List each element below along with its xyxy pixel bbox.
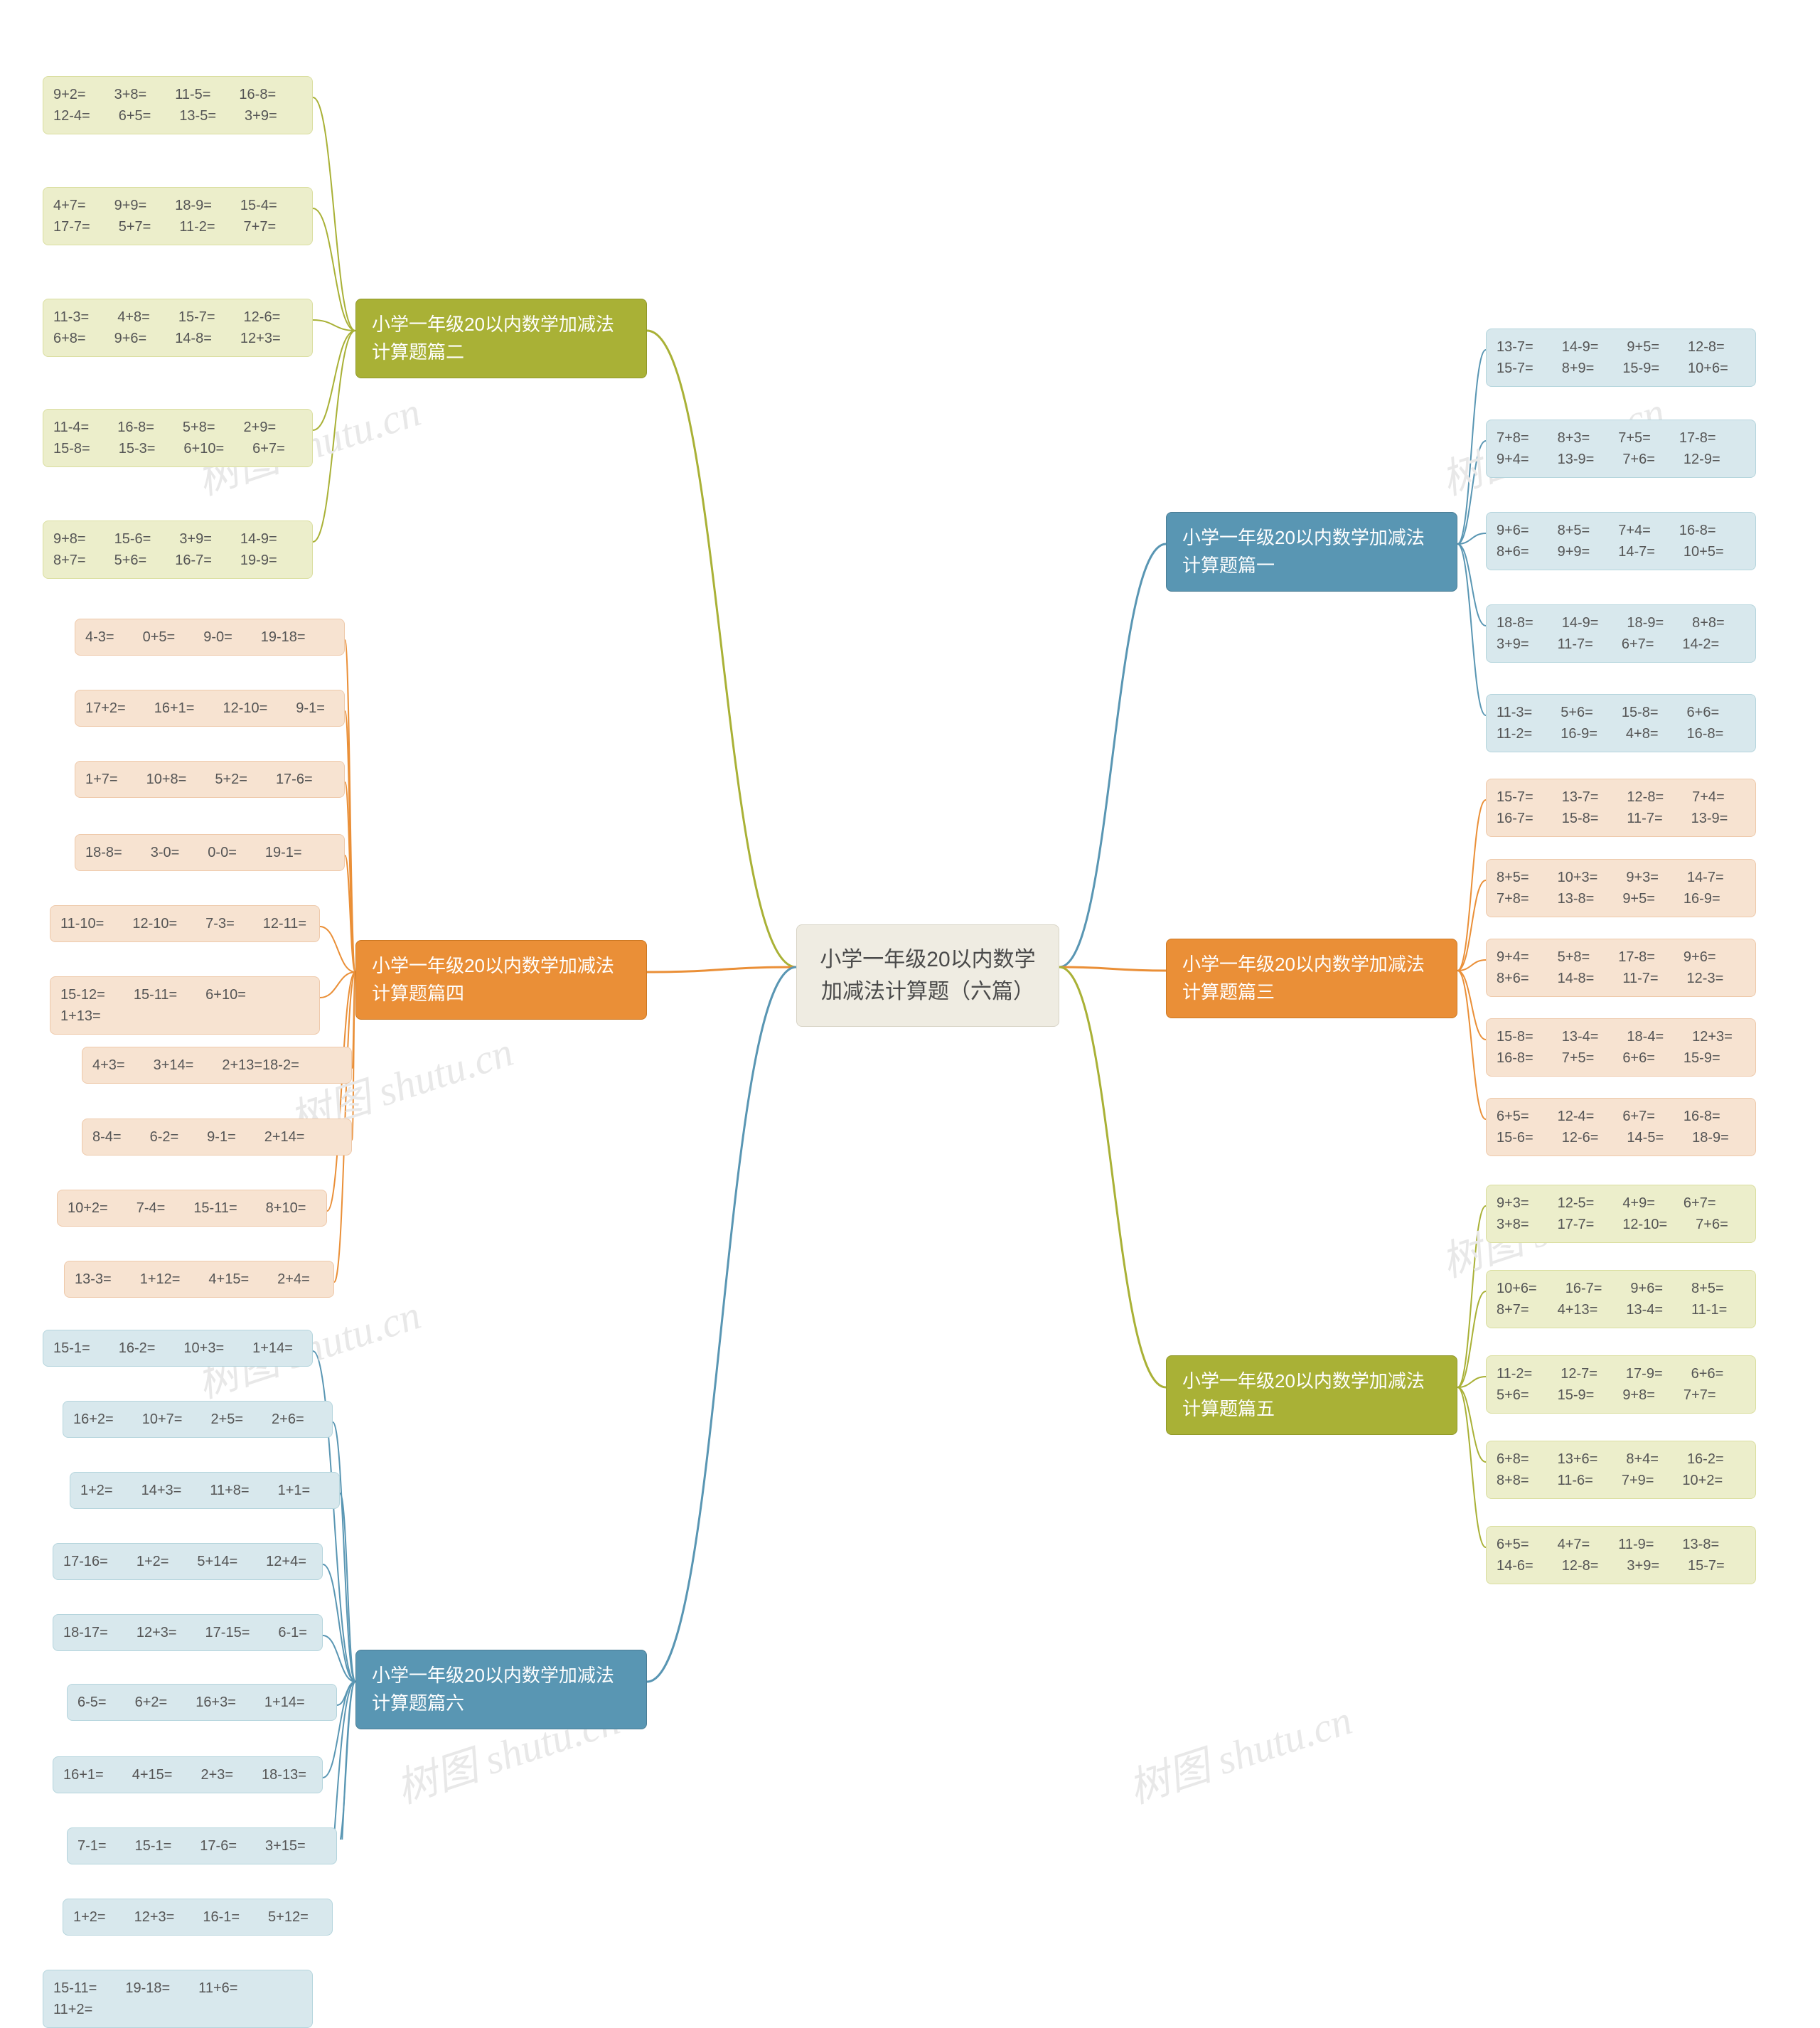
leaf-b3-2[interactable]: 9+4= 5+8= 17-8= 9+6= 8+6= 14-8= 11-7= 12… — [1486, 939, 1756, 997]
leaf-b2-1[interactable]: 4+7= 9+9= 18-9= 15-4= 17-7= 5+7= 11-2= 7… — [43, 187, 313, 245]
leaf-b2-2[interactable]: 11-3= 4+8= 15-7= 12-6= 6+8= 9+6= 14-8= 1… — [43, 299, 313, 357]
leaf-b5-4[interactable]: 6+5= 4+7= 11-9= 13-8= 14-6= 12-8= 3+9= 1… — [1486, 1526, 1756, 1584]
leaf-b6-8[interactable]: 1+2= 12+3= 16-1= 5+12= — [63, 1899, 333, 1936]
leaf-b4-3[interactable]: 18-8= 3-0= 0-0= 19-1= — [75, 834, 345, 871]
leaf-b2-4[interactable]: 9+8= 15-6= 3+9= 14-9= 8+7= 5+6= 16-7= 19… — [43, 521, 313, 579]
leaf-b1-2[interactable]: 9+6= 8+5= 7+4= 16-8= 8+6= 9+9= 14-7= 10+… — [1486, 512, 1756, 570]
branch-b6[interactable]: 小学一年级20以内数学加减法计算题篇六 — [355, 1650, 647, 1729]
leaf-b4-7[interactable]: 8-4= 6-2= 9-1= 2+14= — [82, 1119, 352, 1156]
leaf-b6-6[interactable]: 16+1= 4+15= 2+3= 18-13= — [53, 1756, 323, 1793]
leaf-b4-0[interactable]: 4-3= 0+5= 9-0= 19-18= — [75, 619, 345, 656]
leaf-b6-0[interactable]: 15-1= 16-2= 10+3= 1+14= — [43, 1330, 313, 1367]
leaf-b5-1[interactable]: 10+6= 16-7= 9+6= 8+5= 8+7= 4+13= 13-4= 1… — [1486, 1270, 1756, 1328]
leaf-b6-5[interactable]: 6-5= 6+2= 16+3= 1+14= — [67, 1684, 337, 1721]
leaf-b6-1[interactable]: 16+2= 10+7= 2+5= 2+6= — [63, 1401, 333, 1438]
leaf-b3-3[interactable]: 15-8= 13-4= 18-4= 12+3= 16-8= 7+5= 6+6= … — [1486, 1018, 1756, 1077]
leaf-b3-4[interactable]: 6+5= 12-4= 6+7= 16-8= 15-6= 12-6= 14-5= … — [1486, 1098, 1756, 1156]
leaf-b4-6[interactable]: 4+3= 3+14= 2+13=18-2= — [82, 1047, 352, 1084]
leaf-b3-1[interactable]: 8+5= 10+3= 9+3= 14-7= 7+8= 13-8= 9+5= 16… — [1486, 859, 1756, 917]
branch-b4[interactable]: 小学一年级20以内数学加减法计算题篇四 — [355, 940, 647, 1020]
leaf-b1-1[interactable]: 7+8= 8+3= 7+5= 17-8= 9+4= 13-9= 7+6= 12-… — [1486, 420, 1756, 478]
leaf-b5-2[interactable]: 11-2= 12-7= 17-9= 6+6= 5+6= 15-9= 9+8= 7… — [1486, 1355, 1756, 1414]
leaf-b1-3[interactable]: 18-8= 14-9= 18-9= 8+8= 3+9= 11-7= 6+7= 1… — [1486, 604, 1756, 663]
leaf-b6-3[interactable]: 17-16= 1+2= 5+14= 12+4= — [53, 1543, 323, 1580]
branch-b5[interactable]: 小学一年级20以内数学加减法计算题篇五 — [1166, 1355, 1457, 1435]
leaf-b1-4[interactable]: 11-3= 5+6= 15-8= 6+6= 11-2= 16-9= 4+8= 1… — [1486, 694, 1756, 752]
leaf-b6-7[interactable]: 7-1= 15-1= 17-6= 3+15= — [67, 1827, 337, 1864]
branch-b3[interactable]: 小学一年级20以内数学加减法计算题篇三 — [1166, 939, 1457, 1018]
leaf-b5-3[interactable]: 6+8= 13+6= 8+4= 16-2= 8+8= 11-6= 7+9= 10… — [1486, 1441, 1756, 1499]
leaf-b4-1[interactable]: 17+2= 16+1= 12-10= 9-1= — [75, 690, 345, 727]
leaf-b4-4[interactable]: 11-10= 12-10= 7-3= 12-11= — [50, 905, 320, 942]
leaf-b6-4[interactable]: 18-17= 12+3= 17-15= 6-1= — [53, 1614, 323, 1651]
leaf-b6-2[interactable]: 1+2= 14+3= 11+8= 1+1= — [70, 1472, 340, 1509]
leaf-b5-0[interactable]: 9+3= 12-5= 4+9= 6+7= 3+8= 17-7= 12-10= 7… — [1486, 1185, 1756, 1243]
leaf-b4-5[interactable]: 15-12= 15-11= 6+10= 1+13= — [50, 976, 320, 1035]
leaf-b4-9[interactable]: 13-3= 1+12= 4+15= 2+4= — [64, 1261, 334, 1298]
leaf-b3-0[interactable]: 15-7= 13-7= 12-8= 7+4= 16-7= 15-8= 11-7=… — [1486, 779, 1756, 837]
leaf-b2-3[interactable]: 11-4= 16-8= 5+8= 2+9= 15-8= 15-3= 6+10= … — [43, 409, 313, 467]
leaf-b1-0[interactable]: 13-7= 14-9= 9+5= 12-8= 15-7= 8+9= 15-9= … — [1486, 329, 1756, 387]
leaf-b4-2[interactable]: 1+7= 10+8= 5+2= 17-6= — [75, 761, 345, 798]
root-node[interactable]: 小学一年级20以内数学加减法计算题（六篇） — [796, 924, 1059, 1027]
leaf-b4-8[interactable]: 10+2= 7-4= 15-11= 8+10= — [57, 1190, 327, 1227]
leaf-b2-0[interactable]: 9+2= 3+8= 11-5= 16-8= 12-4= 6+5= 13-5= 3… — [43, 76, 313, 134]
leaf-b6-9[interactable]: 15-11= 19-18= 11+6= 11+2= — [43, 1970, 313, 2028]
branch-b1[interactable]: 小学一年级20以内数学加减法计算题篇一 — [1166, 512, 1457, 592]
watermark: 树图 shutu.cn — [1120, 1687, 1358, 1815]
branch-b2[interactable]: 小学一年级20以内数学加减法计算题篇二 — [355, 299, 647, 378]
